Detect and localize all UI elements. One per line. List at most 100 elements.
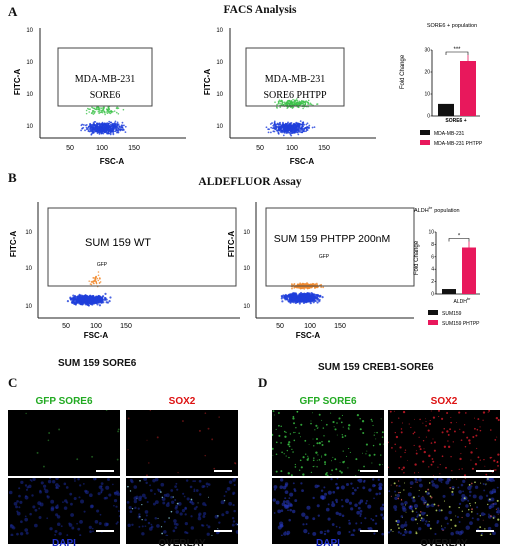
cell-signal bbox=[117, 428, 120, 431]
cell-signal bbox=[76, 458, 79, 461]
cell-signal bbox=[389, 410, 392, 413]
cell-signal bbox=[39, 502, 44, 507]
x-tick: 150 bbox=[334, 323, 346, 330]
event-dot bbox=[90, 298, 94, 301]
cell-signal bbox=[428, 492, 430, 494]
cell-signal bbox=[401, 422, 404, 424]
cell-signal bbox=[284, 497, 287, 500]
cell-signal bbox=[441, 417, 444, 420]
cell-signal bbox=[440, 509, 443, 512]
cell-signal bbox=[289, 503, 293, 507]
x-tick: 150 bbox=[120, 323, 132, 330]
event-dot bbox=[99, 130, 102, 133]
cell-signal bbox=[342, 426, 344, 428]
event-dot bbox=[316, 283, 319, 286]
cell-signal bbox=[416, 523, 418, 525]
scale-bar bbox=[214, 530, 232, 532]
cell-signal bbox=[398, 480, 400, 482]
cell-signal bbox=[331, 460, 333, 462]
event-dot bbox=[301, 282, 304, 285]
cell-signal bbox=[312, 517, 316, 521]
cell-signal bbox=[104, 522, 109, 527]
bar-mda-mb-231-phtpp bbox=[460, 61, 476, 116]
cell-signal bbox=[413, 444, 415, 447]
cell-signal bbox=[335, 511, 339, 515]
event-dot bbox=[297, 133, 300, 136]
cell-signal bbox=[299, 459, 302, 462]
cell-signal bbox=[198, 493, 202, 496]
event-dot bbox=[288, 131, 291, 134]
cell-signal bbox=[15, 505, 18, 509]
cell-signal bbox=[407, 492, 412, 497]
cell-signal bbox=[63, 506, 68, 510]
cell-signal bbox=[220, 500, 225, 505]
event-dot bbox=[124, 131, 127, 134]
cell-signal bbox=[403, 472, 405, 474]
cell-signal bbox=[397, 497, 400, 500]
x-tick: 100 bbox=[96, 145, 108, 152]
cell-signal bbox=[479, 515, 481, 517]
cell-signal bbox=[394, 431, 396, 434]
cell-signal bbox=[161, 496, 164, 499]
event-dot bbox=[95, 107, 98, 110]
cell-signal bbox=[332, 490, 336, 494]
cell-signal bbox=[418, 472, 419, 473]
cell-signal bbox=[58, 428, 61, 431]
cell-signal bbox=[437, 466, 439, 468]
cell-signal bbox=[393, 410, 395, 412]
event-dot bbox=[298, 102, 300, 105]
cell-signal bbox=[482, 419, 484, 421]
cell-signal bbox=[426, 514, 428, 517]
cell-signal bbox=[456, 478, 458, 480]
event-dot bbox=[120, 125, 123, 128]
cell-signal bbox=[20, 520, 23, 524]
cell-signal bbox=[174, 506, 178, 510]
cell-signal bbox=[480, 534, 483, 537]
cell-signal bbox=[157, 517, 159, 519]
scale-bar bbox=[96, 530, 114, 532]
event-dot bbox=[290, 122, 293, 124]
cell-signal bbox=[390, 495, 392, 497]
cell-signal bbox=[414, 518, 417, 521]
cell-signal bbox=[170, 510, 173, 513]
cell-signal bbox=[275, 453, 278, 456]
event-dot bbox=[97, 274, 100, 277]
cell-signal bbox=[483, 489, 486, 492]
y-tick-label: 0 bbox=[427, 114, 430, 120]
cell-signal bbox=[433, 449, 436, 452]
cell-signal bbox=[359, 513, 362, 516]
cell-signal bbox=[468, 439, 471, 442]
cell-signal bbox=[356, 510, 361, 515]
cell-signal bbox=[217, 515, 219, 517]
sample-label: SUM 159 WT bbox=[85, 237, 151, 249]
cell-signal bbox=[464, 424, 466, 426]
cell-signal bbox=[451, 490, 454, 494]
cell-signal bbox=[474, 485, 479, 489]
cell-signal bbox=[373, 532, 376, 535]
cell-signal bbox=[497, 518, 500, 521]
cell-signal bbox=[411, 510, 414, 513]
cell-signal bbox=[141, 503, 143, 506]
cell-signal bbox=[44, 489, 49, 494]
cell-signal bbox=[202, 502, 206, 506]
cell-signal bbox=[138, 497, 142, 502]
event-dot bbox=[98, 108, 101, 111]
y-axis-label: Fold Change bbox=[400, 54, 406, 89]
event-dot bbox=[315, 296, 318, 299]
cell-signal bbox=[489, 533, 492, 535]
event-dot bbox=[277, 125, 280, 128]
x-tick: 100 bbox=[304, 323, 316, 330]
event-dot bbox=[104, 292, 107, 295]
cell-signal bbox=[474, 427, 476, 430]
event-dot bbox=[273, 120, 276, 123]
event-dot bbox=[91, 128, 94, 131]
event-dot bbox=[304, 103, 307, 105]
cell-signal bbox=[153, 493, 156, 495]
cell-signal bbox=[293, 439, 296, 442]
event-dot bbox=[99, 297, 102, 300]
cell-signal bbox=[137, 507, 140, 510]
cell-signal bbox=[456, 422, 457, 423]
cell-signal bbox=[468, 484, 471, 486]
cell-signal bbox=[184, 506, 187, 510]
event-dot bbox=[316, 294, 320, 298]
